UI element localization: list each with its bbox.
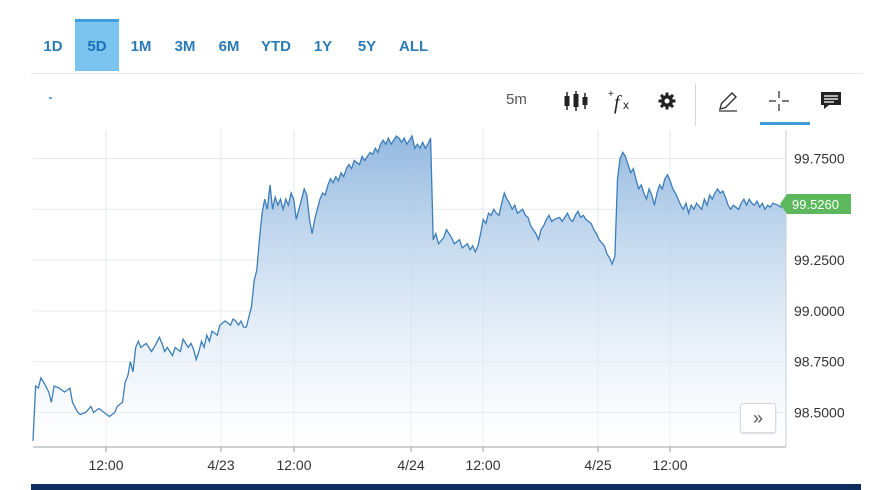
range-tab-5y[interactable]: 5Y bbox=[357, 38, 377, 55]
svg-text:f: f bbox=[614, 92, 622, 114]
svg-text:x: x bbox=[623, 98, 629, 112]
range-divider bbox=[31, 73, 863, 74]
x-tick-label: 4/25 bbox=[584, 457, 611, 473]
crosshair-icon[interactable] bbox=[764, 86, 794, 116]
x-tick-label: 4/24 bbox=[397, 457, 424, 473]
toolbar-separator bbox=[695, 84, 696, 126]
range-tab-5d[interactable]: 5D bbox=[75, 19, 119, 71]
candlestick-icon[interactable] bbox=[561, 86, 591, 116]
comment-icon[interactable] bbox=[816, 86, 846, 116]
toolbar-marker bbox=[49, 97, 52, 99]
bottom-accent-bar bbox=[31, 484, 861, 490]
range-tab-all[interactable]: ALL bbox=[399, 38, 429, 55]
y-tick-label: 98.5000 bbox=[794, 404, 845, 420]
last-value-tag bbox=[780, 193, 851, 214]
range-tab-1y[interactable]: 1Y bbox=[313, 38, 333, 55]
function-fx-icon[interactable]: + f x bbox=[606, 86, 636, 116]
range-tab-1m[interactable]: 1M bbox=[130, 38, 152, 55]
svg-text:+: + bbox=[608, 89, 614, 100]
x-tick-label: 4/23 bbox=[207, 457, 234, 473]
range-tab-ytd[interactable]: YTD bbox=[261, 38, 291, 55]
y-tick-label: 99.2500 bbox=[794, 252, 845, 268]
gear-icon[interactable] bbox=[652, 86, 682, 116]
price-area bbox=[33, 136, 786, 447]
y-tick-label: 98.7500 bbox=[794, 354, 845, 370]
range-tab-6m[interactable]: 6M bbox=[218, 38, 240, 55]
x-tick-label: 12:00 bbox=[652, 457, 687, 473]
pencil-icon[interactable] bbox=[713, 86, 743, 116]
x-tick-label: 12:00 bbox=[465, 457, 500, 473]
x-tick-label: 12:00 bbox=[276, 457, 311, 473]
y-tick-label: 99.7500 bbox=[794, 150, 845, 166]
price-line bbox=[32, 134, 787, 441]
y-tick-label: 99.0000 bbox=[794, 303, 845, 319]
range-selector: 1D 5D 1M 3M 6M YTD 1Y 5Y ALL bbox=[31, 19, 438, 71]
x-tick-label: 12:00 bbox=[88, 457, 123, 473]
range-tab-1d[interactable]: 1D bbox=[43, 38, 63, 55]
interval-selector[interactable]: 5m bbox=[506, 91, 527, 108]
active-tool-indicator bbox=[760, 122, 810, 125]
last-value-label: 99.5260 bbox=[792, 197, 839, 212]
range-tab-3m[interactable]: 3M bbox=[174, 38, 196, 55]
scroll-forward-button[interactable]: » bbox=[740, 403, 776, 433]
